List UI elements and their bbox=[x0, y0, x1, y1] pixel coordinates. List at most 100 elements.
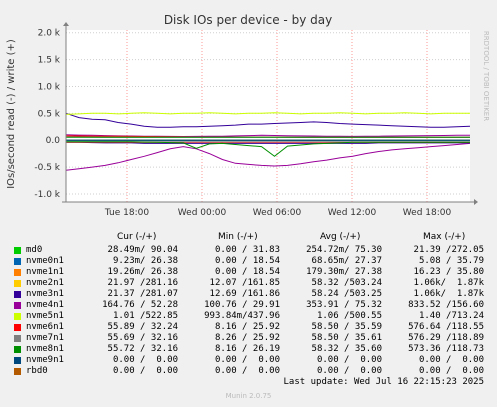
legend-header-max: Max (-/+) bbox=[423, 232, 466, 242]
legend-swatch bbox=[14, 291, 21, 298]
munin-version: Munin 2.0.75 bbox=[225, 392, 272, 400]
legend-min-value: 0.00 / 0.00 bbox=[214, 366, 280, 376]
legend-row-nvme5n1: nvme5n1 1.01 /522.85 993.84m/437.96 1.06 /5… bbox=[0, 311, 497, 322]
series-nvme5n1-write bbox=[65, 112, 470, 115]
legend-device-name: nvme3n1 bbox=[26, 289, 64, 299]
legend-swatch bbox=[14, 346, 21, 353]
legend-device-name: nvme0n1 bbox=[26, 256, 64, 266]
legend-cur-value: 55.72 / 32.16 bbox=[107, 344, 178, 354]
legend-min-value: 8.16 / 25.92 bbox=[214, 322, 280, 332]
legend-swatch bbox=[14, 324, 21, 331]
legend-device-name: nvme4n1 bbox=[26, 300, 64, 310]
y-tick-label: 1.5 k bbox=[38, 56, 61, 66]
legend-device-name: nvme1n1 bbox=[26, 267, 64, 277]
legend-min-value: 0.00 / 18.54 bbox=[214, 256, 280, 266]
legend-max-value: 1.06k/ 1.87k bbox=[413, 278, 484, 288]
x-tick-label: Wed 00:00 bbox=[178, 208, 227, 218]
legend-avg-value: 179.30m/ 27.38 bbox=[306, 267, 382, 277]
legend-max-value: 1.40 /713.24 bbox=[418, 311, 484, 321]
legend-header-avg: Avg (-/+) bbox=[320, 232, 361, 242]
legend-device-name: nvme8n1 bbox=[26, 344, 64, 354]
legend-cur-value: 164.76 / 52.28 bbox=[102, 300, 178, 310]
legend-row-nvme2n1: nvme2n1 21.97 /281.16 12.07 /161.85 58.32 /… bbox=[0, 278, 497, 289]
legend-min-value: 0.00 / 18.54 bbox=[214, 267, 280, 277]
legend-cur-value: 9.23m/ 26.38 bbox=[112, 256, 178, 266]
series-layer bbox=[65, 112, 471, 171]
legend-swatch bbox=[14, 335, 21, 342]
legend-max-value: 1.06k/ 1.87k bbox=[413, 289, 484, 299]
y-tick-label: -0.5 k bbox=[34, 163, 60, 173]
legend-avg-value: 58.24 /503.25 bbox=[311, 289, 382, 299]
legend-cur-value: 55.69 / 32.16 bbox=[107, 333, 178, 343]
legend-row-nvme4n1: nvme4n1 164.76 / 52.28 100.76 / 29.91 353.9… bbox=[0, 300, 497, 311]
legend-max-value: 0.00 / 0.00 bbox=[418, 355, 484, 365]
legend-cur-value: 19.26m/ 26.38 bbox=[107, 267, 178, 277]
last-update: Last update: Wed Jul 16 22:15:23 2025 bbox=[283, 377, 484, 387]
series-nvme3n1-read bbox=[66, 141, 470, 144]
chart-title: Disk IOs per device - by day bbox=[164, 13, 332, 27]
x-tick-label: Wed 06:00 bbox=[253, 208, 302, 218]
legend-min-value: 993.84m/437.96 bbox=[204, 311, 280, 321]
legend-max-value: 0.00 / 0.00 bbox=[418, 366, 484, 376]
legend-cur-value: 21.37 /281.07 bbox=[107, 289, 178, 299]
legend-min-value: 100.76 / 29.91 bbox=[204, 300, 280, 310]
series-nvme8n1-read bbox=[66, 141, 470, 157]
legend-cur-value: 28.49m/ 90.04 bbox=[107, 245, 178, 255]
legend-swatch bbox=[14, 258, 21, 265]
legend-row-nvme9n1: nvme9n1 0.00 / 0.00 0.00 / 0.00 0.00 / 0.00… bbox=[0, 355, 497, 366]
legend-max-value: 573.36 /118.73 bbox=[408, 344, 484, 354]
legend-max-value: 576.64 /118.55 bbox=[408, 322, 484, 332]
legend-row-nvme6n1: nvme6n1 55.89 / 32.24 8.16 / 25.92 58.50 / … bbox=[0, 322, 497, 333]
y-tick-label: 0.0 bbox=[46, 136, 61, 146]
legend-max-value: 16.23 / 35.80 bbox=[413, 267, 484, 277]
legend-row-md0: md0 28.49m/ 90.04 0.00 / 31.83 254.72m/ 75.… bbox=[0, 245, 497, 256]
legend-header-min: Min (-/+) bbox=[218, 232, 258, 242]
legend-min-value: 8.26 / 25.92 bbox=[214, 333, 280, 343]
legend-avg-value: 0.00 / 0.00 bbox=[316, 366, 382, 376]
legend-avg-value: 58.50 / 35.59 bbox=[311, 322, 382, 332]
legend-max-value: 5.08 / 35.79 bbox=[418, 256, 484, 266]
legend-avg-value: 58.50 / 35.61 bbox=[311, 333, 382, 343]
legend-min-value: 0.00 / 31.83 bbox=[214, 245, 280, 255]
x-tick-label: Tue 18:00 bbox=[104, 208, 149, 218]
legend-min-value: 12.07 /161.85 bbox=[209, 278, 280, 288]
legend-swatch bbox=[14, 302, 21, 309]
legend-row-rbd0: rbd0 0.00 / 0.00 0.00 / 0.00 0.00 / 0.00 0.0… bbox=[0, 366, 497, 377]
disk-io-chart: Disk IOs per device - by day IOs/second … bbox=[6, 13, 490, 218]
legend-swatch bbox=[14, 357, 21, 364]
legend-max-value: 833.52 /156.60 bbox=[408, 300, 484, 310]
x-tick-label: Wed 12:00 bbox=[328, 208, 377, 218]
legend-device-name: nvme5n1 bbox=[26, 311, 64, 321]
legend-swatch bbox=[14, 368, 21, 375]
legend-avg-value: 0.00 / 0.00 bbox=[316, 355, 382, 365]
legend-cur-value: 55.89 / 32.24 bbox=[107, 322, 178, 332]
legend-device-name: nvme2n1 bbox=[26, 278, 64, 288]
legend-max-value: 576.29 /118.89 bbox=[408, 333, 484, 343]
legend-swatch bbox=[14, 313, 21, 320]
legend-device-name: rbd0 bbox=[26, 366, 48, 376]
series-nvme3n1-write bbox=[65, 112, 471, 128]
y-tick-label: -1.0 k bbox=[34, 190, 60, 200]
plot-area bbox=[66, 30, 470, 202]
legend-swatch bbox=[14, 247, 21, 254]
legend-device-name: nvme6n1 bbox=[26, 322, 64, 332]
legend-device-name: nvme7n1 bbox=[26, 333, 64, 343]
x-axis-arrow-icon bbox=[474, 199, 478, 205]
y-axis-label: IOs/second read (-) / write (+) bbox=[6, 39, 17, 189]
y-tick-label: 0.5 k bbox=[38, 109, 61, 119]
legend-max-value: 21.39 /272.05 bbox=[413, 245, 484, 255]
legend-cur-value: 0.00 / 0.00 bbox=[112, 355, 178, 365]
x-tick-label: Wed 18:00 bbox=[403, 208, 452, 218]
legend-swatch bbox=[14, 269, 21, 276]
legend-row-nvme0n1: nvme0n1 9.23m/ 26.38 0.00 / 18.54 68.65m/ 2… bbox=[0, 256, 497, 267]
legend-row-nvme7n1: nvme7n1 55.69 / 32.16 8.26 / 25.92 58.50 / … bbox=[0, 333, 497, 344]
legend-avg-value: 254.72m/ 75.30 bbox=[306, 245, 382, 255]
legend-row-nvme8n1: nvme8n1 55.72 / 32.16 8.16 / 26.19 58.32 / … bbox=[0, 344, 497, 355]
legend-avg-value: 1.06 /500.55 bbox=[316, 311, 382, 321]
legend-min-value: 8.16 / 26.19 bbox=[214, 344, 280, 354]
y-axis-arrow-icon bbox=[63, 22, 69, 26]
legend-cur-value: 1.01 /522.85 bbox=[112, 311, 178, 321]
legend-min-value: 12.69 /161.86 bbox=[209, 289, 280, 299]
legend-avg-value: 68.65m/ 27.37 bbox=[311, 256, 382, 266]
legend-cur-value: 21.97 /281.16 bbox=[107, 278, 178, 288]
